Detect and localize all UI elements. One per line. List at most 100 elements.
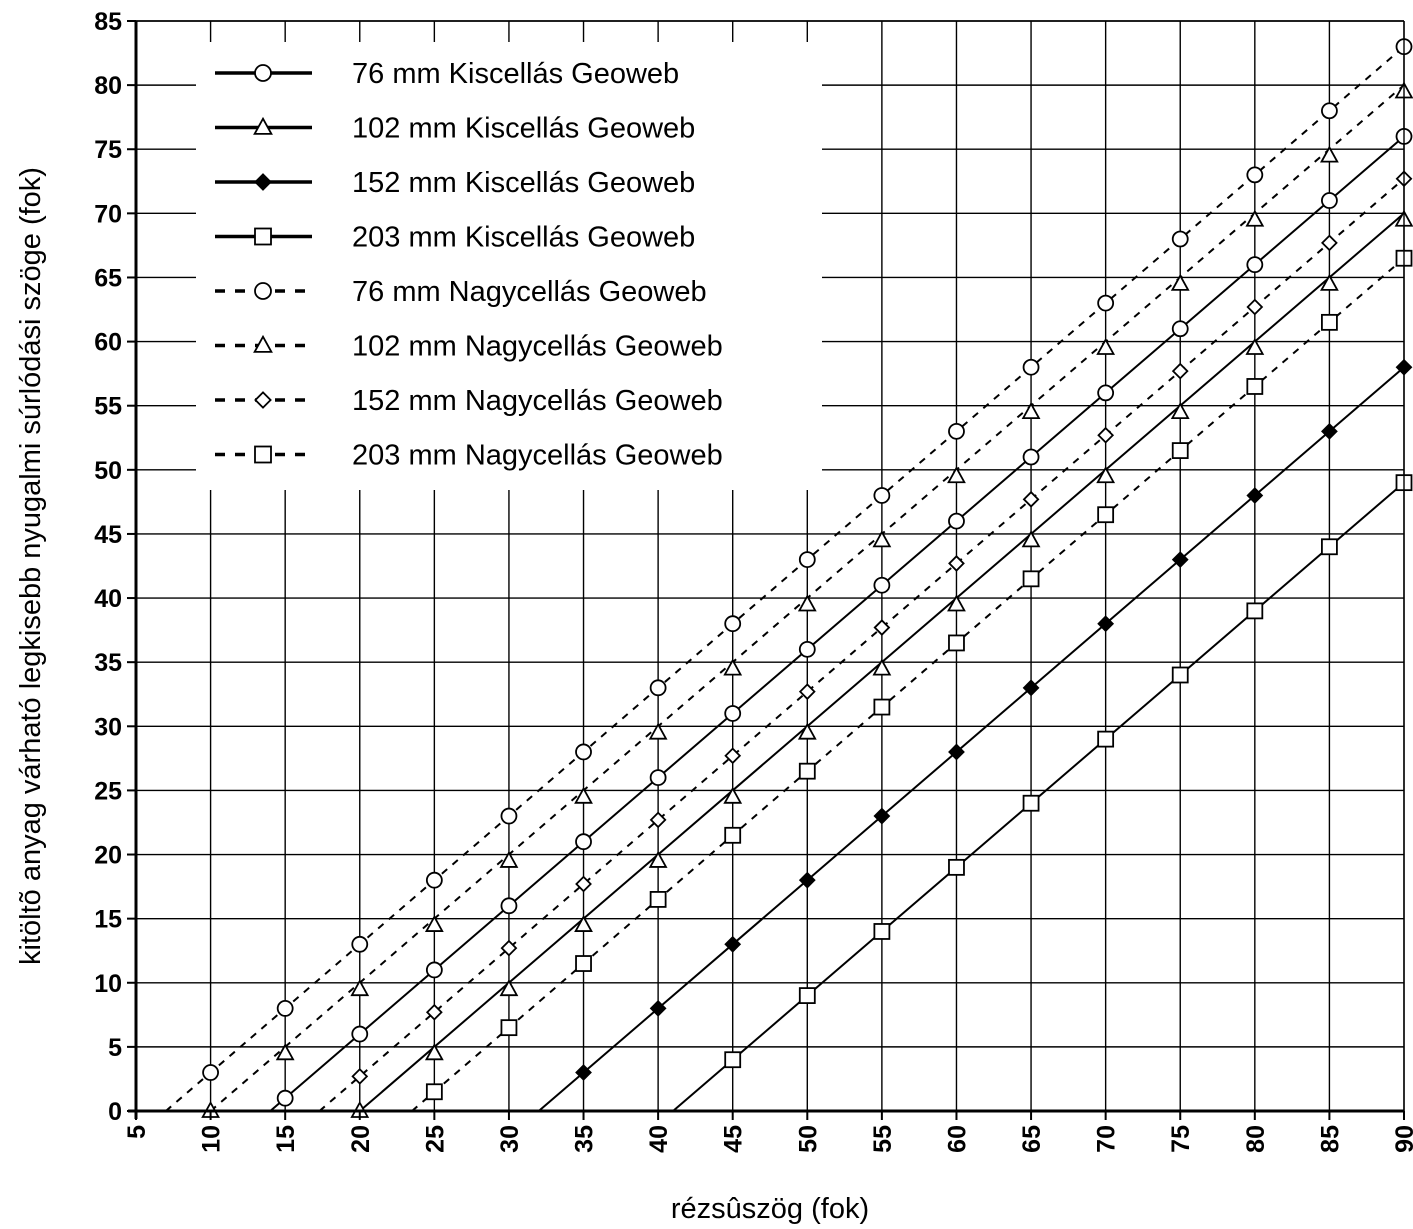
data-point [649,891,667,908]
y-tick-label: 60 [94,329,122,357]
x-tick-label: 40 [645,1125,673,1153]
legend-label: 76 mm Nagycellás Geoweb [352,276,707,308]
data-point [797,722,817,740]
data-point [798,640,816,658]
x-tick-label: 90 [1391,1125,1413,1153]
data-point [1170,402,1190,420]
legend: 76 mm Kiscellás Geoweb 102 mm Kiscellás G… [196,42,822,490]
legend-label: 102 mm Kiscellás Geoweb [352,113,695,145]
data-point [276,1000,294,1017]
legend-entry: 203 mm Kiscellás Geoweb [215,222,695,254]
series-4 [672,474,1413,1111]
series-8 [411,249,1413,1111]
data-point [724,705,742,722]
data-point [948,858,965,876]
data-point [1097,426,1115,444]
x-tick-label: 15 [272,1125,300,1153]
data-point [723,658,743,676]
x-tick-label: 65 [1018,1125,1046,1153]
data-point [1097,384,1115,402]
data-point [575,955,592,972]
x-tick-label: 10 [198,1125,226,1153]
data-point [648,722,668,740]
data-point [202,1064,219,1081]
data-point [1022,679,1040,697]
data-point [798,551,816,568]
y-tick-label: 80 [94,72,122,100]
series-line [269,135,1404,1111]
y-tick-label: 25 [94,777,122,805]
data-point [500,897,518,915]
data-point [1022,570,1040,588]
data-point [873,807,891,825]
data-point [724,615,742,633]
data-point [1246,256,1264,274]
data-point [575,1064,592,1081]
data-point [1022,448,1040,466]
x-tick-label: 75 [1167,1125,1195,1153]
y-tick-label: 50 [94,457,122,485]
data-point [1021,402,1041,420]
data-point [276,1089,294,1107]
y-tick-label: 10 [94,970,122,998]
data-point [724,747,742,765]
data-point [500,807,518,825]
data-point [798,987,816,1004]
y-tick-label: 35 [94,649,122,677]
y-tick-label: 20 [94,842,122,870]
data-point [1022,490,1040,508]
data-point [1321,234,1338,252]
data-point [872,530,892,548]
data-point [1171,230,1189,248]
data-point [574,786,593,804]
data-point [1022,794,1040,812]
data-point [424,1043,444,1061]
data-point [1097,615,1115,633]
data-point [1021,530,1041,548]
x-tick-label: 70 [1093,1125,1121,1153]
data-point [1245,209,1265,227]
y-tick-label: 75 [94,136,122,164]
legend-label: 203 mm Nagycellás Geoweb [352,440,723,472]
data-point [1171,666,1189,684]
legend-entry: 152 mm Nagycellás Geoweb [215,385,723,417]
x-tick-label: 60 [943,1125,971,1153]
y-tick-label: 30 [94,713,122,741]
data-point [1170,273,1190,291]
x-tick-label: 35 [571,1125,599,1153]
legend-entry: 152 mm Kiscellás Geoweb [215,167,695,199]
data-point [948,743,965,761]
y-tick-label: 45 [94,521,122,549]
data-point [575,743,592,761]
data-point [873,576,891,594]
data-point [254,282,272,300]
series-1 [269,128,1413,1111]
legend-entry: 102 mm Kiscellás Geoweb [215,113,695,145]
x-tick-label: 20 [347,1125,375,1153]
data-point [1022,358,1040,376]
data-point [499,979,519,997]
legend-entry: 102 mm Nagycellás Geoweb [215,331,723,363]
data-point [948,422,965,440]
x-tick-label: 25 [421,1125,449,1153]
data-point [1097,294,1115,312]
y-axis-label: kitöltõ anyag várható legkisebb nyugalmi… [15,167,47,965]
legend-label: 76 mm Kiscellás Geoweb [352,58,679,90]
data-point [425,961,443,979]
data-point [1245,337,1265,355]
x-tick-label: 55 [869,1125,897,1153]
data-point [1321,538,1338,556]
data-point [948,555,965,572]
data-point [1097,506,1115,524]
x-tick-label: 50 [794,1125,822,1153]
y-tick-label: 40 [94,585,122,613]
data-point [1321,102,1338,120]
data-point [275,1043,295,1061]
data-point [500,1019,518,1037]
y-tick-label: 65 [94,264,122,292]
data-point [425,1003,443,1021]
data-point [1321,192,1338,209]
data-point [1171,320,1189,338]
data-point [797,594,817,612]
data-point [254,64,272,82]
